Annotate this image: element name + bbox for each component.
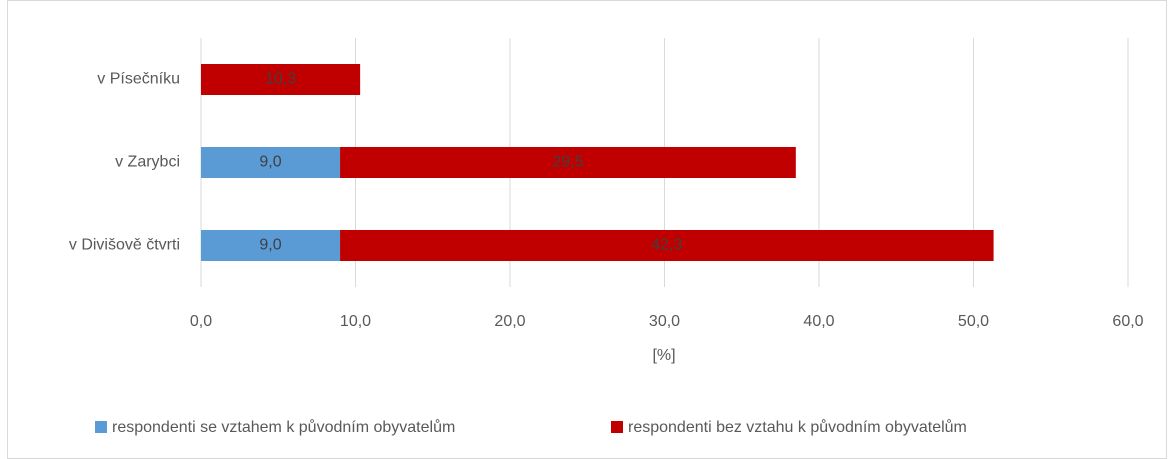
y-tick-label: v Písečníku: [97, 71, 180, 88]
data-label: 42,3: [651, 237, 682, 254]
x-tick-label: 60,0: [1112, 313, 1143, 330]
legend-swatch: [95, 421, 107, 433]
data-label: 9,0: [259, 154, 281, 171]
legend-label: respondenti bez vztahu k původním obyvat…: [628, 418, 967, 436]
x-tick-label: 20,0: [494, 313, 525, 330]
x-tick-label: 30,0: [649, 313, 680, 330]
bar: [201, 230, 341, 261]
x-tick-label: 10,0: [340, 313, 371, 330]
y-tick-label: v Zarybci: [115, 154, 180, 171]
y-tick-label: v Divišově čtvrti: [69, 237, 180, 254]
bar: [340, 147, 796, 178]
x-tick-label: 50,0: [958, 313, 989, 330]
bar: [201, 64, 361, 95]
x-tick-label: 40,0: [803, 313, 834, 330]
legend-swatch: [611, 421, 623, 433]
bar: [340, 230, 994, 261]
data-label: 9,0: [259, 237, 281, 254]
x-axis-label: [%]: [652, 347, 675, 364]
legend-label: respondenti se vztahem k původním obyvat…: [112, 418, 455, 436]
data-label: 10,3: [265, 71, 296, 88]
chart-frame: [7, 0, 1167, 459]
bar: [201, 147, 341, 178]
x-tick-label: 0,0: [190, 313, 212, 330]
data-label: 29,5: [552, 154, 583, 171]
